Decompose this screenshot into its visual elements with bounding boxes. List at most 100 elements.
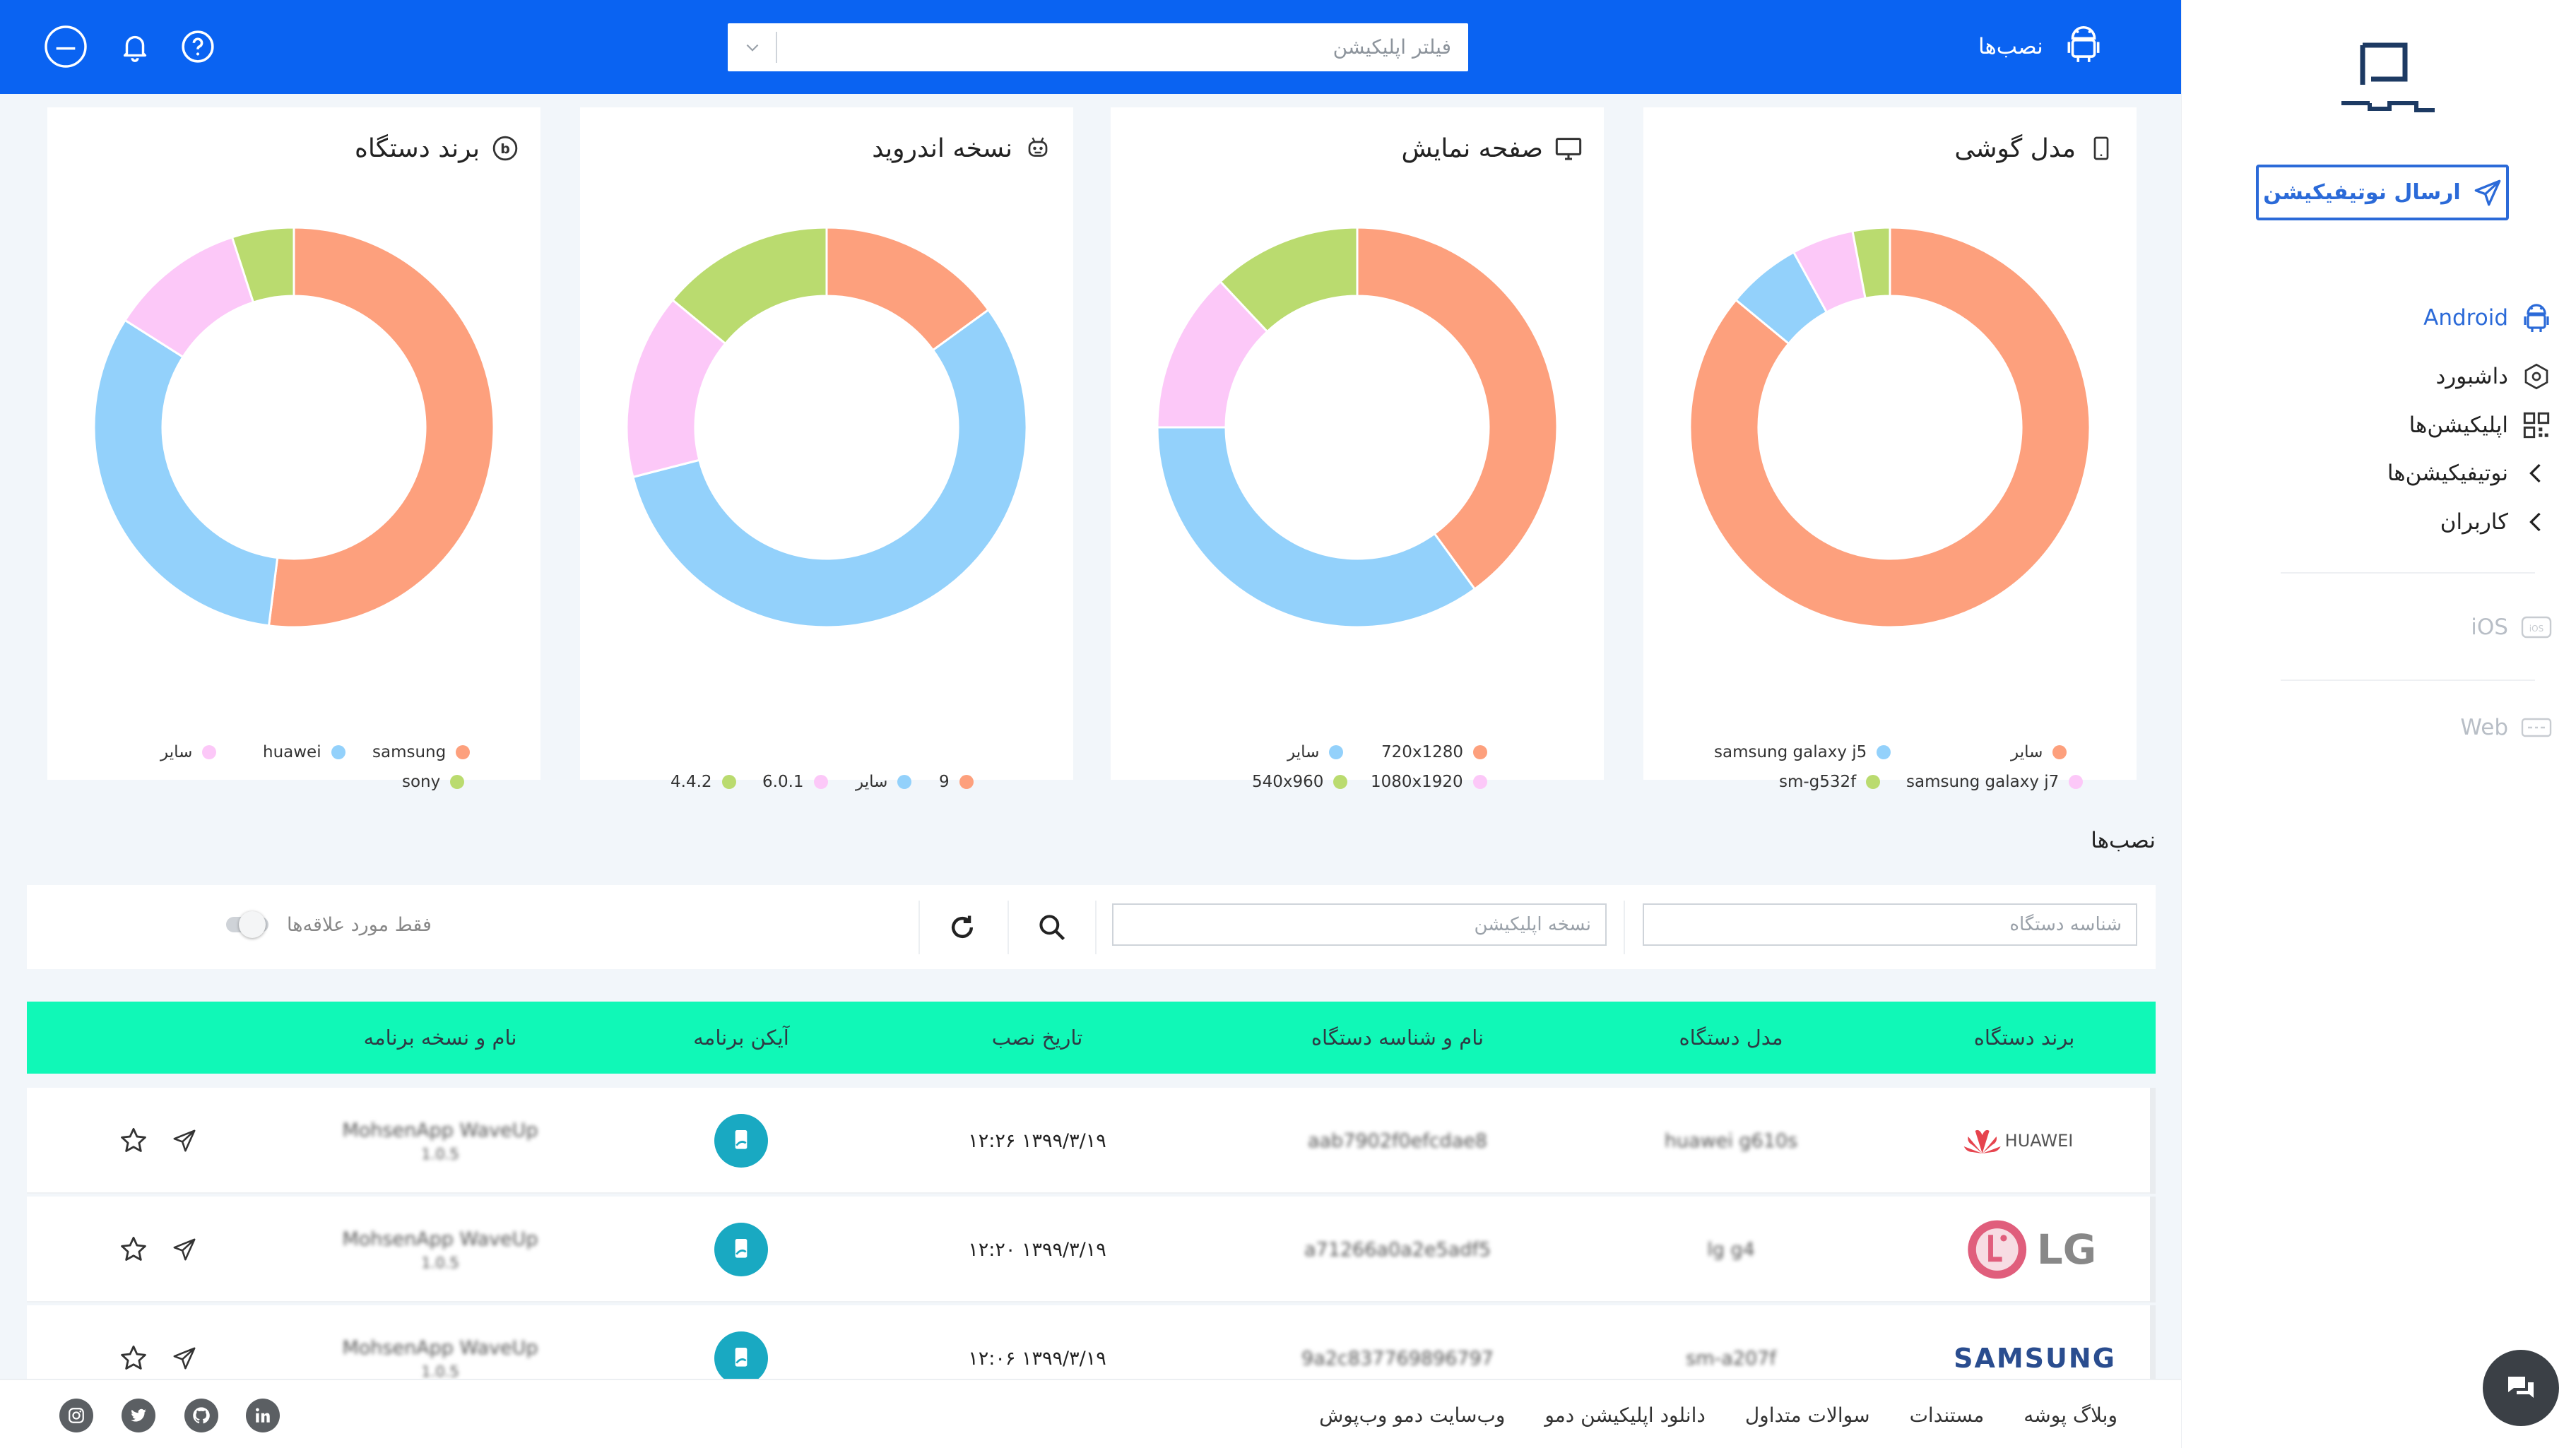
column-header[interactable]: مدل دستگاه	[1679, 1026, 1783, 1050]
pushe-logo[interactable]	[2313, 35, 2454, 120]
sidebar: ارسال نوتیفیکیشن Android داشبورد اپلیکیش…	[2181, 0, 2576, 1448]
legend-item[interactable]: samsung	[372, 743, 471, 761]
donut-slice-0[interactable]	[267, 226, 495, 629]
brand-icon: b	[491, 134, 519, 162]
legend-item[interactable]: 6.0.1	[762, 773, 828, 791]
favorites-only-toggle[interactable]: فقط مورد علاقه‌ها	[223, 906, 432, 943]
bell-icon[interactable]	[112, 23, 158, 70]
table-row[interactable]: LG lg g4 a71266a0a2e5adf5 ۱۳۹۹/۳/۱۹ ۱۲:۲…	[27, 1197, 2156, 1302]
table-row[interactable]: HUAWEI huawei g610s aab7902f0efcdae8 ۱۳۹…	[27, 1088, 2156, 1194]
column-header[interactable]: نام و نسخه برنامه	[363, 1026, 517, 1050]
linkedin-icon[interactable]	[246, 1399, 280, 1432]
footer-link-docs[interactable]: مستندات	[1909, 1403, 1985, 1427]
legend-item[interactable]: سایر	[856, 773, 912, 791]
footer-link-demo-app[interactable]: دانلود اپلیکیشن دمو	[1544, 1403, 1706, 1427]
donut-slice-0[interactable]	[1689, 226, 2091, 629]
donut-slice-3[interactable]	[1851, 226, 1891, 300]
refresh-button[interactable]	[935, 901, 989, 954]
sidebar-divider	[2281, 680, 2535, 681]
platform-ios[interactable]: iOS iOS	[2471, 606, 2555, 648]
github-icon[interactable]	[184, 1399, 218, 1432]
legend-item[interactable]: sony	[402, 773, 465, 791]
twitter-icon[interactable]	[122, 1399, 155, 1432]
legend-item[interactable]: huawei	[263, 743, 345, 761]
android-icon	[2062, 22, 2105, 71]
app-name-version: MohsenApp WaveUp 1.0.5	[342, 1197, 538, 1302]
legend-item[interactable]: samsung galaxy j5	[1714, 743, 1891, 761]
column-header[interactable]: برند دستگاه	[1973, 1026, 2075, 1050]
donut-chart	[1156, 226, 1559, 629]
send-icon[interactable]	[172, 1346, 196, 1370]
column-header[interactable]: آیکن برنامه	[693, 1026, 789, 1050]
app-icon	[714, 1197, 768, 1302]
chart-legend: سایر samsung galaxy j5 samsung galaxy j7…	[1643, 644, 2137, 791]
donut-slice-1[interactable]	[1156, 426, 1477, 629]
send-icon[interactable]	[172, 1238, 196, 1262]
installs-table-header: برند دستگاه مدل دستگاه نام و شناسه دستگا…	[27, 1002, 2156, 1074]
legend-dot	[450, 775, 465, 789]
donut-slice-1[interactable]	[632, 308, 1028, 629]
filter-separator	[1008, 901, 1009, 954]
chevron-down-icon[interactable]	[743, 39, 762, 57]
help-icon[interactable]	[175, 23, 221, 70]
platform-android[interactable]: Android	[2423, 297, 2555, 339]
app-filter-select[interactable]: فیلتر اپلیکیشن	[728, 23, 1468, 71]
donut-slice-0[interactable]	[1356, 226, 1559, 591]
legend-item[interactable]: 1080x1920	[1371, 773, 1487, 791]
legend-item[interactable]: سایر	[160, 743, 217, 761]
sidebar-item-dashboard[interactable]: داشبورد	[2435, 355, 2555, 398]
donut-slice-3[interactable]	[1219, 226, 1359, 333]
top-header: فیلتر اپلیکیشن نصب‌ها	[0, 0, 2181, 94]
star-icon[interactable]	[119, 1126, 148, 1156]
legend-item[interactable]: سایر	[1287, 743, 1344, 761]
footer-link-blog[interactable]: وبلاگ پوشه	[2023, 1403, 2117, 1427]
sidebar-item-notifications[interactable]: نوتیفیکیشن‌ها	[2387, 452, 2555, 494]
app-version: 1.0.5	[421, 1363, 459, 1380]
star-icon[interactable]	[119, 1235, 148, 1264]
filter-separator	[918, 901, 920, 954]
donut-chart	[1689, 226, 2091, 629]
brand-logo-lg: LG	[1965, 1197, 2096, 1302]
card-device-brand: b برند دستگاه samsung huawei سایر sony	[47, 107, 540, 791]
app-filter-placeholder: فیلتر اپلیکیشن	[1333, 35, 1451, 59]
legend-item[interactable]: 4.4.2	[670, 773, 736, 791]
legend-item[interactable]: سایر	[2011, 743, 2067, 761]
column-header[interactable]: تاریخ نصب	[991, 1026, 1083, 1050]
chat-support-button[interactable]	[2483, 1350, 2559, 1426]
sidebar-item-users[interactable]: کاربران	[2440, 501, 2555, 543]
legend-item[interactable]: samsung galaxy j7	[1906, 773, 2084, 791]
legend-item[interactable]: sm-g532f	[1779, 773, 1881, 791]
tab-installs[interactable]: نصب‌ها	[1978, 21, 2105, 72]
legend-label: سایر	[2011, 743, 2043, 761]
device-model: sm-a207f	[1686, 1347, 1776, 1370]
footer-link-demo-web[interactable]: وب‌سایت دمو وب‌پوش	[1319, 1403, 1506, 1427]
legend-dot	[897, 775, 912, 789]
waveup-app-icon	[735, 1239, 748, 1258]
card-android-version: نسخه اندروید 9 سایر 6.0.1 4.4.2	[580, 107, 1073, 791]
search-button[interactable]	[1025, 901, 1079, 954]
legend-label: samsung galaxy j5	[1714, 743, 1867, 761]
platform-web[interactable]: Web	[2460, 706, 2555, 749]
legend-dot	[456, 745, 471, 759]
legend-item[interactable]: 540x960	[1252, 773, 1348, 791]
legend-item[interactable]: 720x1280	[1381, 743, 1488, 761]
donut-slice-1[interactable]	[93, 319, 279, 627]
card-phone-model: مدل گوشی سایر samsung galaxy j5 samsung …	[1643, 107, 2137, 791]
donut-slice-3[interactable]	[670, 226, 828, 345]
sidebar-item-apps[interactable]: اپلیکیشن‌ها	[2409, 404, 2555, 446]
app-version-input[interactable]: نسخه اپلیکیشن	[1112, 903, 1607, 946]
toggle-switch[interactable]	[223, 911, 271, 938]
send-icon[interactable]	[172, 1129, 196, 1153]
device-id-input[interactable]: شناسه دستگاه	[1643, 903, 2137, 946]
search-icon	[1039, 915, 1065, 941]
star-icon[interactable]	[119, 1343, 148, 1373]
device-id: a71266a0a2e5adf5	[1304, 1238, 1491, 1261]
column-header[interactable]: نام و شناسه دستگاه	[1311, 1026, 1484, 1050]
footer-link-faq[interactable]: سوالات متداول	[1744, 1403, 1870, 1427]
user-avatar[interactable]	[42, 23, 89, 70]
legend-item[interactable]: 9	[939, 773, 974, 791]
donut-slice-3[interactable]	[230, 226, 295, 304]
send-notification-button[interactable]: ارسال نوتیفیکیشن	[2256, 165, 2509, 220]
ios-icon: iOS	[2518, 609, 2555, 646]
instagram-icon[interactable]	[59, 1399, 93, 1432]
